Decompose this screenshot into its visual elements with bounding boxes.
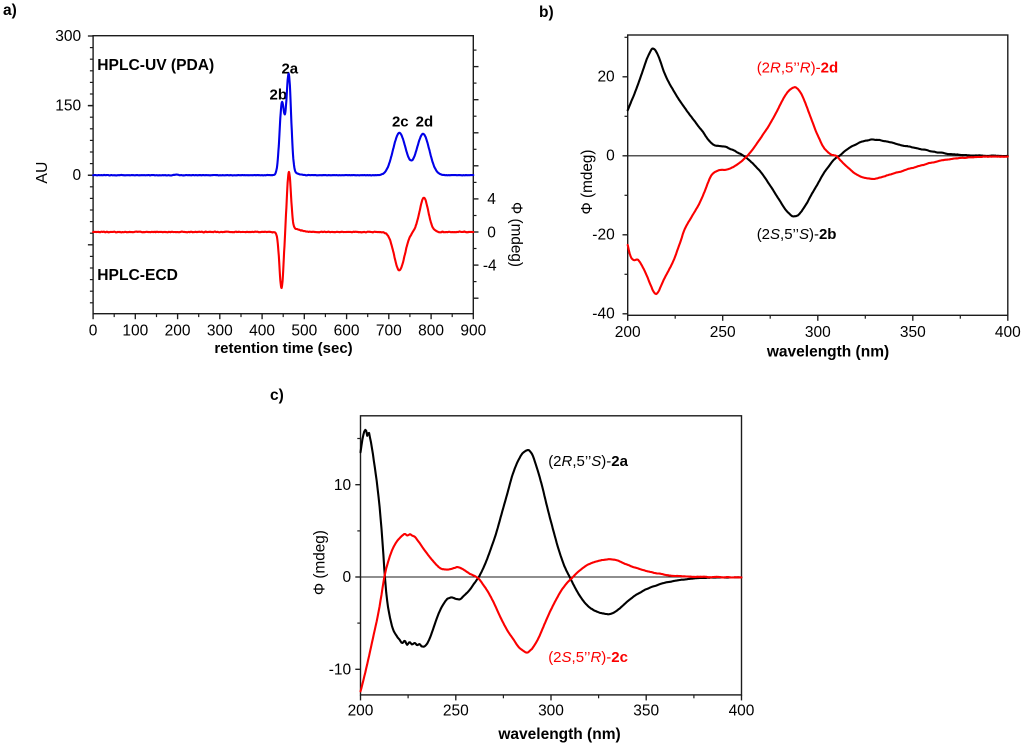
svg-text:300: 300 <box>805 324 831 341</box>
svg-text:20: 20 <box>597 69 615 86</box>
svg-text:Φ (mdeg): Φ (mdeg) <box>508 202 525 267</box>
svg-text:0: 0 <box>342 569 351 586</box>
svg-text:(2S,5’’S)-2b: (2S,5’’S)-2b <box>757 226 837 243</box>
svg-text:600: 600 <box>334 323 360 340</box>
svg-text:800: 800 <box>418 323 444 340</box>
svg-text:200: 200 <box>615 324 641 341</box>
svg-text:wavelength (nm): wavelength (nm) <box>766 343 889 360</box>
svg-text:400: 400 <box>729 702 755 719</box>
svg-text:150: 150 <box>55 98 81 115</box>
svg-text:300: 300 <box>207 323 233 340</box>
svg-text:AU: AU <box>34 162 51 184</box>
svg-text:-20: -20 <box>592 227 615 244</box>
svg-text:HPLC-ECD: HPLC-ECD <box>97 267 178 284</box>
svg-text:-4: -4 <box>483 257 497 274</box>
svg-text:(2R,5’’S)-2a: (2R,5’’S)-2a <box>548 453 628 470</box>
svg-text:350: 350 <box>900 324 926 341</box>
svg-text:HPLC-UV (PDA): HPLC-UV (PDA) <box>97 57 214 74</box>
svg-text:300: 300 <box>55 28 81 45</box>
svg-text:900: 900 <box>460 323 486 340</box>
svg-text:a): a) <box>3 2 17 19</box>
svg-text:0: 0 <box>72 167 81 184</box>
svg-text:2b: 2b <box>270 87 288 104</box>
svg-text:100: 100 <box>122 323 148 340</box>
svg-text:2d: 2d <box>416 113 434 130</box>
svg-text:0: 0 <box>487 224 496 241</box>
svg-text:(2S,5’’R)-2c: (2S,5’’R)-2c <box>548 649 628 666</box>
svg-text:(2R,5’’R)-2d: (2R,5’’R)-2d <box>757 59 838 76</box>
svg-text:Φ (mdeg): Φ (mdeg) <box>579 150 596 215</box>
svg-text:300: 300 <box>538 702 564 719</box>
svg-text:200: 200 <box>348 702 374 719</box>
svg-text:retention time (sec): retention time (sec) <box>214 340 352 357</box>
svg-text:-10: -10 <box>329 662 352 679</box>
svg-text:wavelength (nm): wavelength (nm) <box>497 726 620 743</box>
svg-text:0: 0 <box>606 148 615 165</box>
svg-text:0: 0 <box>89 323 98 340</box>
svg-text:400: 400 <box>249 323 275 340</box>
svg-text:2a: 2a <box>281 60 298 77</box>
svg-text:2c: 2c <box>392 113 409 130</box>
svg-text:c): c) <box>270 387 284 404</box>
svg-text:400: 400 <box>995 324 1021 341</box>
svg-text:350: 350 <box>633 702 659 719</box>
svg-text:200: 200 <box>165 323 191 340</box>
svg-text:10: 10 <box>334 477 352 494</box>
svg-text:4: 4 <box>487 191 496 208</box>
svg-text:250: 250 <box>443 702 469 719</box>
svg-text:500: 500 <box>291 323 317 340</box>
svg-text:-40: -40 <box>592 306 615 323</box>
svg-text:250: 250 <box>710 324 736 341</box>
svg-text:b): b) <box>539 4 554 21</box>
svg-text:700: 700 <box>376 323 402 340</box>
svg-text:Φ (mdeg): Φ (mdeg) <box>311 530 328 595</box>
